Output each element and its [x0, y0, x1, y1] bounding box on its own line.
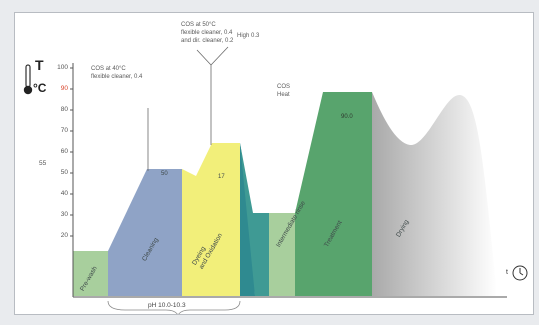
y-tick-label: 70 — [60, 127, 68, 134]
y-tick-label: 60 — [60, 148, 68, 155]
stage-temp-cleaning: 50 — [161, 171, 168, 177]
callout-line — [196, 49, 212, 145]
diagram-frame: T °C 100 90 80 70 60 50 40 30 20 55 t pH… — [14, 12, 534, 315]
treatment-area — [295, 92, 372, 296]
stage-temp-treatment: 90.0 — [341, 114, 353, 120]
annotation-cos-50: COS at 50°C flexible cleaner, 0.4 and di… — [181, 22, 234, 44]
annotation-cos-heat: COS Heat — [277, 84, 291, 98]
intermediate-area — [269, 213, 295, 296]
callout-line — [210, 46, 229, 66]
prewash-area — [73, 251, 108, 296]
annotation-cos-40: COS at 40°C flexible cleaner, 0.4 — [91, 66, 143, 80]
process-diagram — [23, 46, 528, 314]
side-value-label: 55 — [39, 160, 47, 167]
y-axis-unit: °C — [33, 81, 47, 95]
drying-area — [372, 92, 497, 296]
dyeing-area — [182, 143, 240, 296]
y-tick-label: 30 — [60, 211, 68, 218]
y-tick-label: 50 — [60, 169, 68, 176]
x-axis-symbol: t — [506, 269, 508, 276]
y-tick-label: 40 — [60, 190, 68, 197]
thermometer-icon — [23, 64, 33, 95]
y-tick-label: 20 — [60, 232, 68, 239]
ph-bracket — [107, 300, 241, 314]
annotation-high: High 0.3 — [237, 33, 260, 39]
clock-icon — [512, 265, 528, 281]
ph-range-label: pH 10.0-10.3 — [148, 302, 186, 309]
stage-temp-dyeing: 17 — [218, 174, 225, 180]
teal-rinse-area — [240, 143, 269, 296]
y-tick-label: 100 — [57, 64, 68, 71]
y-tick-label: 90 — [60, 85, 68, 92]
y-tick-label: 80 — [60, 106, 68, 113]
y-axis-symbol: T — [35, 57, 44, 73]
cleaning-area — [108, 169, 182, 296]
